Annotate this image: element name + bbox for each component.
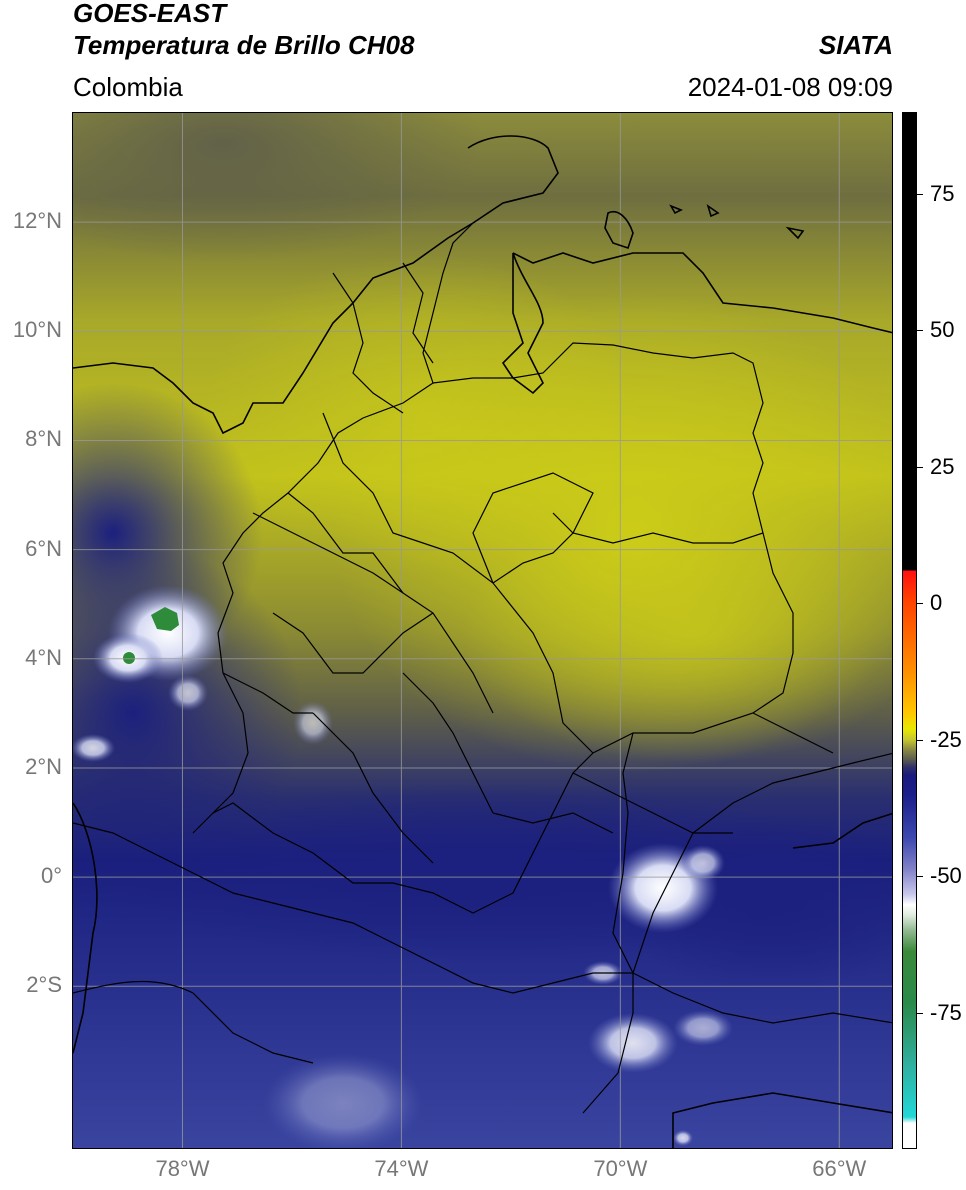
- product-title: Temperatura de Brillo CH08: [73, 30, 415, 60]
- satellite-title: GOES-EAST: [73, 0, 227, 28]
- brightness-temperature-map: [73, 113, 892, 1148]
- region-label: Colombia: [73, 72, 183, 102]
- lat-tick-label: 2°S: [26, 972, 62, 998]
- colorbar-tick: [917, 603, 923, 605]
- lon-tick-label: 78°W: [155, 1156, 210, 1181]
- lon-tick-label: 66°W: [812, 1156, 867, 1181]
- graticule: [73, 113, 892, 1148]
- lat-tick-label: 0°: [40, 863, 62, 889]
- cold-core-green: [151, 607, 179, 631]
- colorbar-tick: [917, 1012, 923, 1014]
- lon-tick-label: 74°W: [374, 1156, 429, 1181]
- colombia-borders: [192, 222, 794, 1114]
- cold-core-green-small: [123, 652, 135, 664]
- south-borders: [73, 712, 892, 1064]
- colorbar-tick-label: -50: [930, 863, 962, 889]
- lat-tick-label: 4°N: [25, 644, 62, 670]
- source-label: SIATA: [818, 30, 893, 60]
- lat-tick-label: 6°N: [25, 535, 62, 561]
- datetime-label: 2024-01-08 09:09: [687, 72, 893, 102]
- colorbar-tick: [917, 466, 923, 468]
- satellite-map: [72, 112, 893, 1149]
- lat-tick-label: 8°N: [25, 426, 62, 452]
- colorbar-tick-label: 25: [930, 453, 955, 479]
- colorbar-tick-label: 0: [930, 590, 943, 616]
- lat-tick-label: 2°N: [25, 753, 62, 779]
- colorbar-tick-label: 75: [930, 180, 955, 206]
- colorbar-tick-label: -25: [930, 726, 962, 752]
- colorbar: [902, 112, 917, 1149]
- colorbar-tick-label: 50: [930, 317, 955, 343]
- colorbar-tick-label: -75: [930, 999, 962, 1025]
- colorbar-tick: [917, 193, 923, 195]
- colorbar-tick: [917, 739, 923, 741]
- colorbar-tick: [917, 330, 923, 332]
- lat-tick-label: 12°N: [12, 208, 62, 234]
- lat-tick-label: 10°N: [12, 317, 62, 343]
- colorbar-tick: [917, 876, 923, 878]
- lon-tick-label: 70°W: [593, 1156, 648, 1181]
